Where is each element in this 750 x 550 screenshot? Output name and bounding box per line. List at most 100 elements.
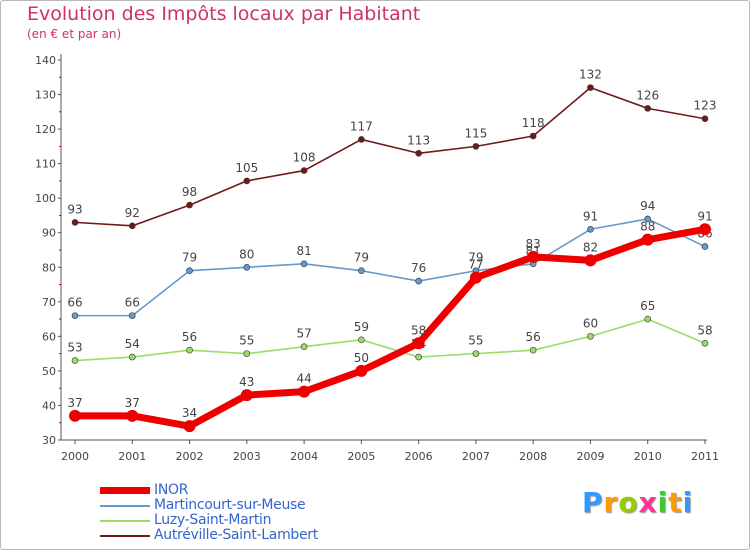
y-tick-label: 140 — [35, 54, 56, 67]
data-point-martincourt-sur-meuse — [701, 243, 709, 250]
x-tick-label: 2003 — [233, 450, 261, 463]
data-label-martincourt-sur-meuse: 66 — [67, 296, 82, 310]
data-label-autr-ville-saint-lambert: 92 — [125, 206, 140, 220]
data-point-luzy-saint-martin — [701, 339, 709, 347]
data-label-inor: 34 — [182, 406, 197, 420]
data-point-martincourt-sur-meuse — [644, 215, 652, 223]
data-point-inor — [355, 364, 368, 377]
data-label-autr-ville-saint-lambert: 118 — [522, 116, 545, 130]
x-tick-label: 2011 — [691, 450, 719, 463]
chart-title: Evolution des Impôts locaux par Habitant — [27, 3, 421, 25]
data-label-autr-ville-saint-lambert: 115 — [464, 126, 487, 140]
data-label-martincourt-sur-meuse: 76 — [411, 261, 426, 275]
data-label-autr-ville-saint-lambert: 105 — [235, 161, 258, 175]
data-point-autr-ville-saint-lambert — [644, 105, 652, 112]
x-tick-label: 2006 — [405, 450, 433, 463]
data-point-luzy-saint-martin — [186, 346, 193, 354]
brand-letter: i — [682, 486, 694, 519]
data-point-martincourt-sur-meuse — [587, 225, 594, 233]
brand-letter: r — [603, 486, 619, 519]
data-label-autr-ville-saint-lambert: 98 — [182, 185, 197, 199]
legend-swatch-martincourt — [100, 505, 150, 507]
data-label-inor: 37 — [125, 396, 140, 410]
legend-label: Autréville-Saint-Lambert — [154, 527, 318, 543]
data-label-autr-ville-saint-lambert: 126 — [636, 88, 659, 102]
x-tick-label: 2009 — [576, 450, 604, 463]
chart-subtitle: (en € et par an) — [27, 27, 122, 41]
data-label-luzy-saint-martin: 58 — [697, 323, 712, 337]
data-point-luzy-saint-martin — [128, 353, 136, 361]
data-point-autr-ville-saint-lambert — [300, 167, 308, 174]
data-point-martincourt-sur-meuse — [415, 277, 422, 285]
data-point-autr-ville-saint-lambert — [128, 222, 136, 230]
data-label-luzy-saint-martin: 53 — [67, 341, 82, 355]
data-label-inor: 88 — [640, 220, 655, 234]
data-label-martincourt-sur-meuse: 66 — [125, 296, 140, 310]
legend-label: Luzy-Saint-Martin — [154, 512, 272, 528]
data-label-inor: 83 — [526, 237, 541, 251]
data-point-luzy-saint-martin — [529, 346, 537, 354]
data-label-martincourt-sur-meuse: 79 — [182, 251, 197, 265]
y-tick-label: 120 — [35, 123, 56, 136]
data-point-martincourt-sur-meuse — [128, 312, 136, 319]
data-label-autr-ville-saint-lambert: 117 — [350, 119, 373, 133]
data-point-martincourt-sur-meuse — [243, 263, 251, 271]
data-point-martincourt-sur-meuse — [71, 312, 79, 319]
data-label-martincourt-sur-meuse: 91 — [583, 209, 598, 223]
data-point-luzy-saint-martin — [243, 350, 251, 357]
data-label-luzy-saint-martin: 54 — [125, 337, 140, 351]
brand-letter: P — [582, 486, 604, 519]
data-point-inor — [469, 271, 482, 284]
y-tick-label: 110 — [35, 158, 56, 171]
y-tick-label: 40 — [42, 399, 56, 412]
data-label-inor: 50 — [354, 351, 369, 365]
data-point-inor — [584, 254, 597, 267]
data-label-luzy-saint-martin: 55 — [468, 334, 483, 348]
data-point-autr-ville-saint-lambert — [186, 201, 193, 209]
legend-swatch-luzy — [100, 520, 150, 522]
data-label-martincourt-sur-meuse: 79 — [354, 251, 369, 265]
data-point-autr-ville-saint-lambert — [529, 132, 537, 140]
series-line-autr-ville-saint-lambert — [74, 86, 706, 227]
data-point-autr-ville-saint-lambert — [472, 143, 480, 150]
x-tick-label: 2005 — [347, 450, 375, 463]
series-line-inor — [71, 225, 709, 430]
data-point-inor — [412, 337, 425, 350]
data-label-autr-ville-saint-lambert: 113 — [407, 133, 430, 147]
data-point-martincourt-sur-meuse — [186, 267, 193, 275]
data-point-autr-ville-saint-lambert — [587, 84, 594, 91]
data-point-luzy-saint-martin — [300, 343, 308, 351]
brand-letter: x — [638, 486, 658, 519]
data-label-inor: 44 — [296, 372, 311, 386]
x-tick-label: 2004 — [290, 450, 318, 463]
data-point-luzy-saint-martin — [358, 336, 365, 344]
legend-label: INOR — [154, 482, 189, 498]
data-label-autr-ville-saint-lambert: 108 — [293, 151, 316, 165]
data-label-luzy-saint-martin: 60 — [583, 316, 598, 330]
data-label-martincourt-sur-meuse: 81 — [296, 244, 311, 258]
x-tick-label: 2001 — [118, 450, 146, 463]
data-label-luzy-saint-martin: 65 — [640, 299, 655, 313]
y-tick-label: 100 — [35, 192, 56, 205]
x-tick-label: 2007 — [462, 450, 490, 463]
data-point-inor — [699, 223, 711, 236]
data-point-autr-ville-saint-lambert — [701, 115, 709, 123]
data-point-inor — [126, 409, 139, 422]
data-point-inor — [298, 385, 311, 398]
series-line-luzy-saint-martin — [74, 318, 706, 362]
y-tick-label: 80 — [42, 261, 56, 274]
data-point-autr-ville-saint-lambert — [358, 136, 365, 143]
brand-letter: i — [657, 486, 669, 519]
data-point-inor — [240, 389, 253, 402]
data-point-luzy-saint-martin — [71, 357, 79, 364]
data-point-luzy-saint-martin — [644, 315, 652, 323]
y-tick-label: 60 — [42, 330, 56, 343]
data-label-autr-ville-saint-lambert: 123 — [694, 99, 717, 113]
brand-letter: t — [668, 486, 683, 519]
data-label-luzy-saint-martin: 56 — [182, 330, 197, 344]
legend-label: Martincourt-sur-Meuse — [154, 497, 306, 513]
data-point-inor — [183, 420, 196, 433]
data-point-inor — [641, 233, 654, 246]
